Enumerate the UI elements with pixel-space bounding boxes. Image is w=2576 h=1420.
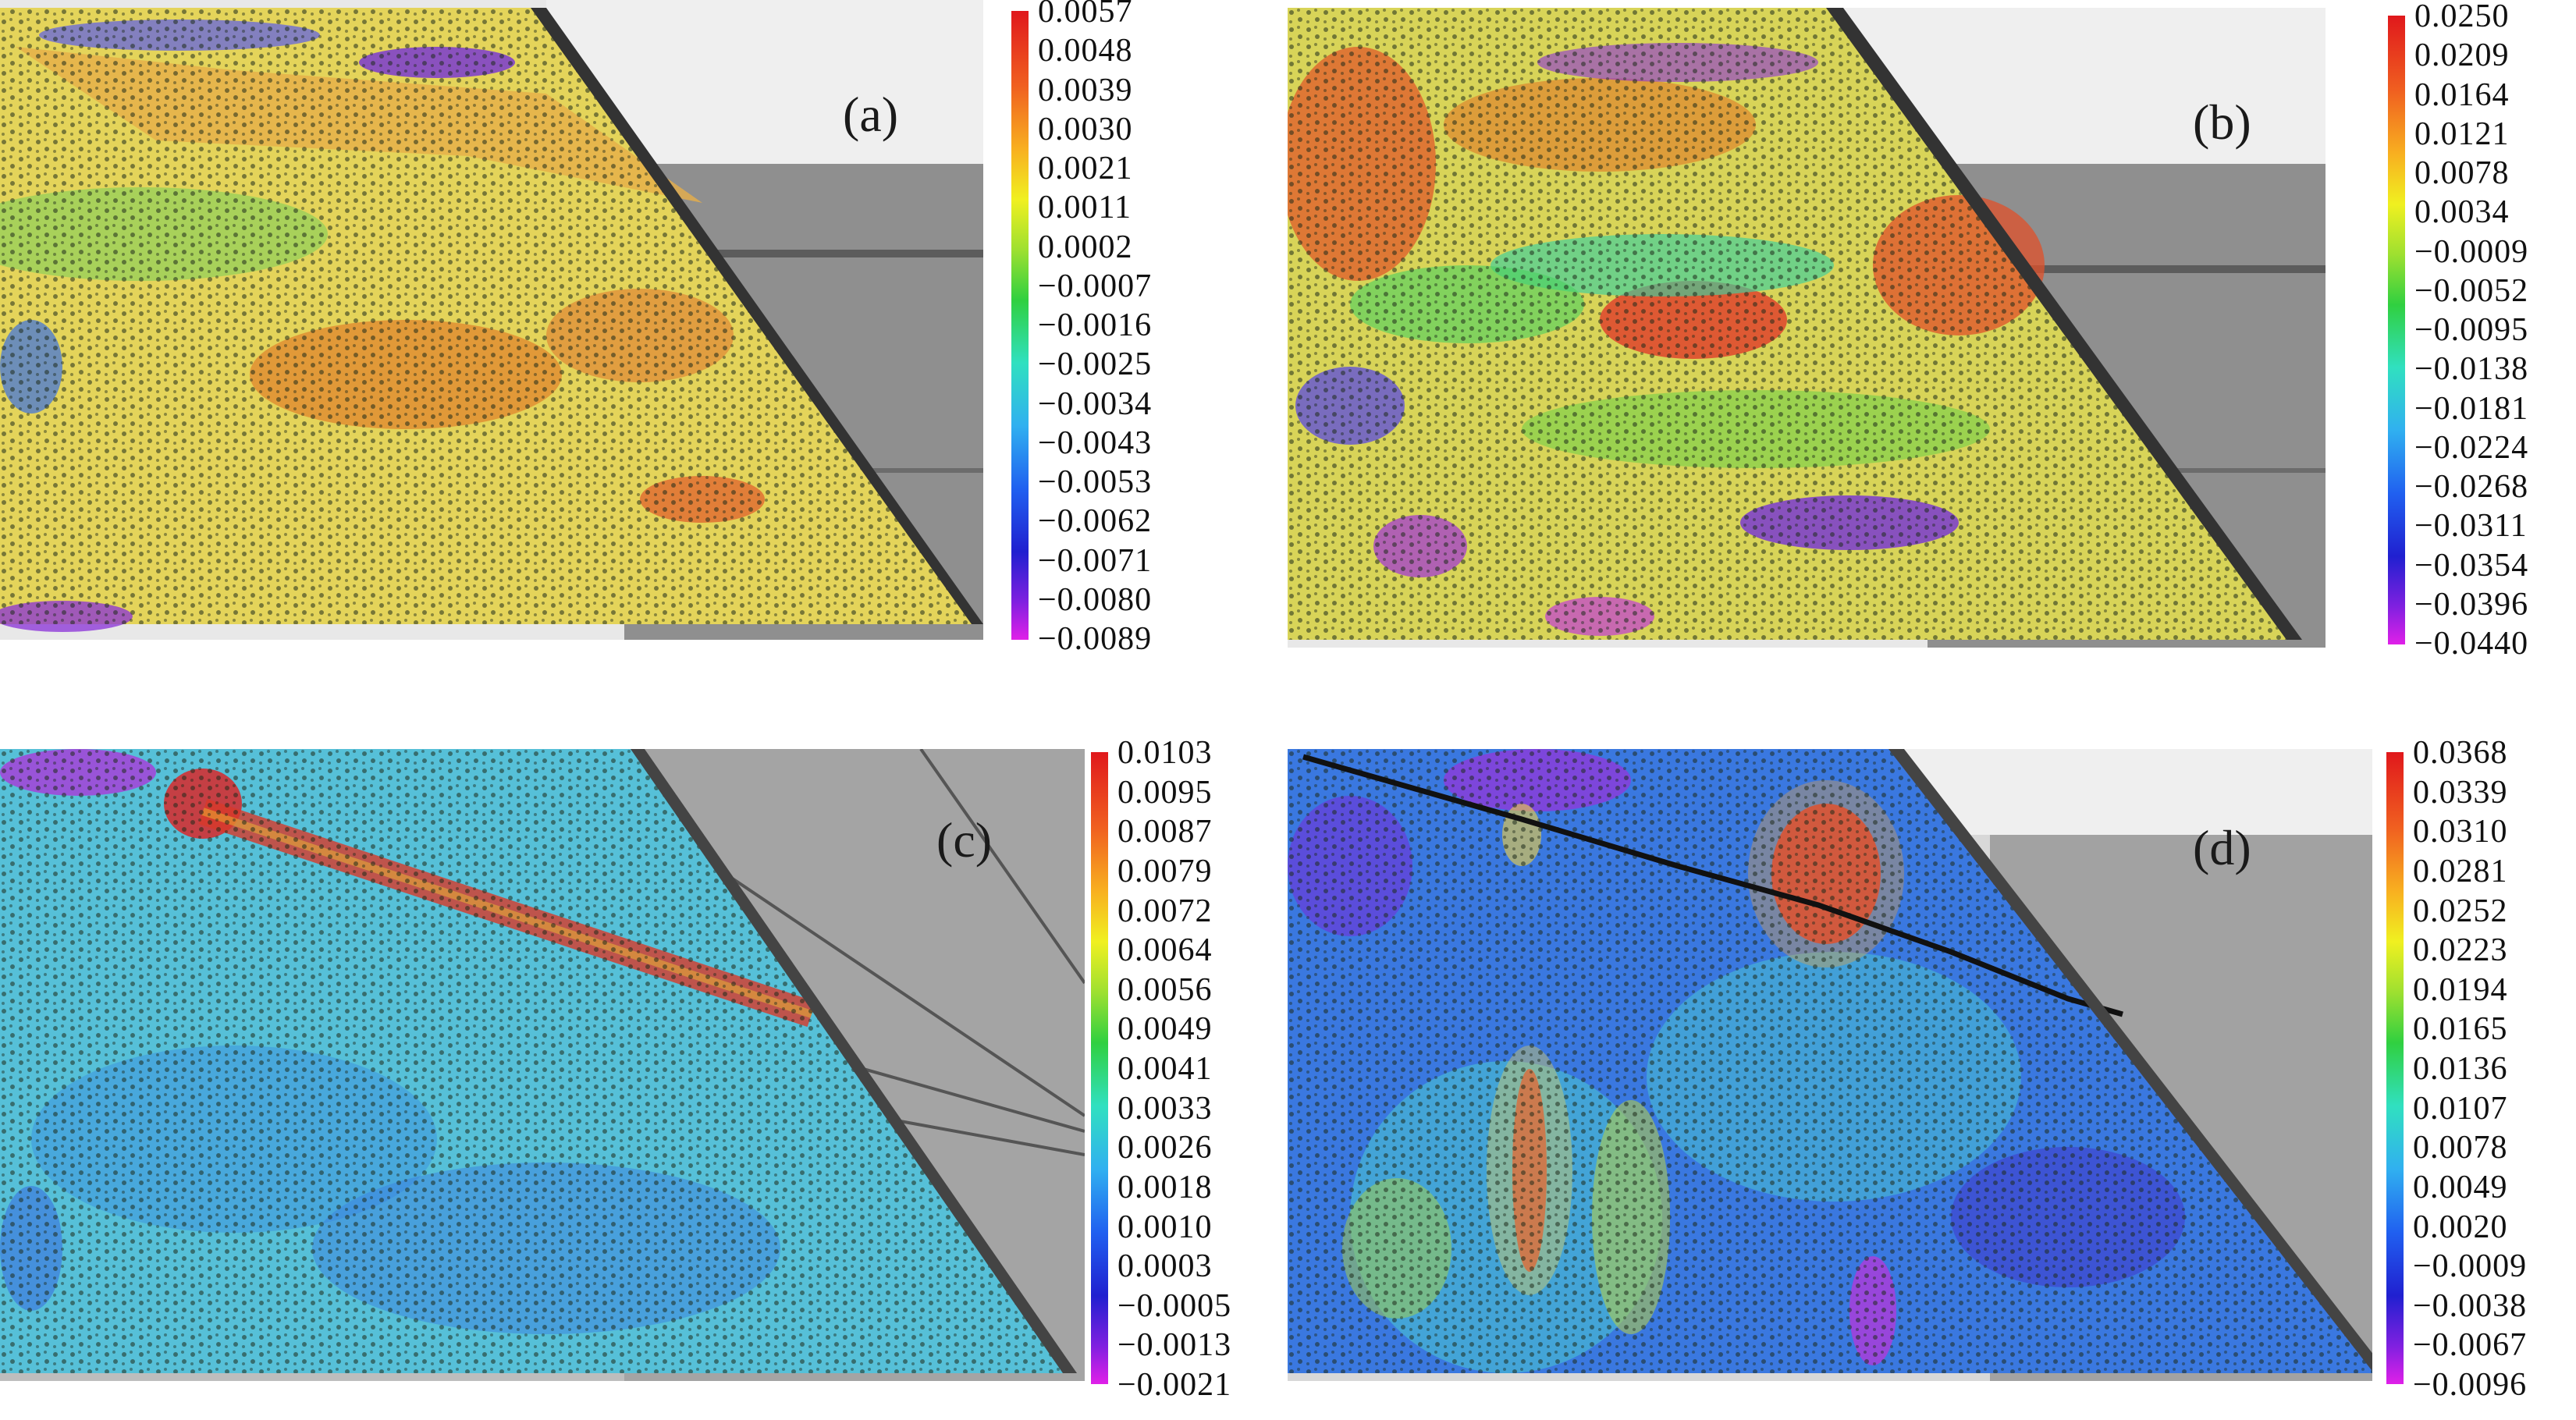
colorbar-tick: 0.0095 xyxy=(1117,774,1213,811)
colorbar-tick: 0.0026 xyxy=(1117,1130,1213,1166)
colorbar-tick: 0.0103 xyxy=(1117,735,1213,771)
colorbar-tick: −0.0052 xyxy=(2414,272,2529,309)
colorbar-tick: 0.0020 xyxy=(2413,1209,2508,1245)
colorbar-tick: 0.0368 xyxy=(2413,735,2508,771)
colorbar-tick: −0.0396 xyxy=(2414,586,2529,623)
colorbar-tick: −0.0062 xyxy=(1038,503,1153,540)
panel-c: (c) 0.0103 0.0095 0.0087 0.0079 0.0072 0… xyxy=(0,737,1280,1420)
colorbar-tick: −0.0009 xyxy=(2414,233,2529,270)
colorbar-tick: 0.0048 xyxy=(1038,33,1133,69)
strain-field-image-b xyxy=(1288,8,2326,648)
colorbar-tick: 0.0164 xyxy=(2414,76,2510,113)
colorbar-tick: 0.0030 xyxy=(1038,111,1133,147)
colorbar-tick: −0.0005 xyxy=(1117,1287,1232,1324)
colorbar-tick: −0.0016 xyxy=(1038,307,1153,343)
colorbar-tick: −0.0080 xyxy=(1038,581,1153,618)
colorbar-ticks-c: 0.0103 0.0095 0.0087 0.0079 0.0072 0.006… xyxy=(1117,737,1231,1401)
colorbar-tick: −0.0067 xyxy=(2413,1327,2528,1364)
colorbar-tick: 0.0339 xyxy=(2413,774,2508,811)
colorbar-tick: 0.0039 xyxy=(1038,72,1133,108)
colorbar-tick: 0.0079 xyxy=(1117,853,1213,889)
colorbar-b xyxy=(2388,16,2405,644)
colorbar-tick: 0.0252 xyxy=(2413,893,2508,929)
colorbar-tick: 0.0165 xyxy=(2413,1011,2508,1048)
colorbar-tick: 0.0250 xyxy=(2414,0,2510,34)
colorbar-tick: 0.0087 xyxy=(1117,814,1213,850)
colorbar-ticks-d: 0.0368 0.0339 0.0310 0.0281 0.0252 0.022… xyxy=(2413,737,2527,1401)
colorbar-tick: 0.0049 xyxy=(1117,1011,1213,1048)
colorbar-tick: −0.0089 xyxy=(1038,621,1153,657)
colorbar-tick: 0.0064 xyxy=(1117,932,1213,969)
colorbar-tick: 0.0034 xyxy=(2414,194,2510,231)
colorbar-tick: 0.0136 xyxy=(2413,1051,2508,1087)
panel-label-b: (b) xyxy=(2193,94,2251,150)
colorbar-tick: −0.0007 xyxy=(1038,268,1153,304)
colorbar-tick: −0.0038 xyxy=(2413,1287,2528,1324)
colorbar-tick: −0.0013 xyxy=(1117,1327,1232,1364)
colorbar-tick: −0.0440 xyxy=(2414,626,2529,662)
colorbar-tick: 0.0310 xyxy=(2413,814,2508,850)
colorbar-ticks-b: 0.0250 0.0209 0.0164 0.0121 0.0078 0.003… xyxy=(2414,0,2528,660)
colorbar-tick: 0.0056 xyxy=(1117,971,1213,1008)
colorbar-tick: −0.0053 xyxy=(1038,464,1153,500)
colorbar-tick: 0.0010 xyxy=(1117,1209,1213,1245)
strain-field-image-a xyxy=(0,0,983,640)
colorbar-tick: −0.0354 xyxy=(2414,547,2529,584)
colorbar-a xyxy=(1011,11,1029,640)
colorbar-tick: 0.0049 xyxy=(2413,1169,2508,1205)
colorbar-tick: −0.0224 xyxy=(2414,429,2529,466)
panel-a: (a) 0.0057 0.0048 0.0039 0.0030 0.0021 0… xyxy=(0,0,1280,671)
colorbar-tick: 0.0078 xyxy=(2414,155,2510,191)
colorbar-c xyxy=(1091,752,1108,1384)
colorbar-tick: 0.0011 xyxy=(1038,190,1132,226)
colorbar-tick: 0.0194 xyxy=(2413,971,2508,1008)
colorbar-tick: 0.0209 xyxy=(2414,37,2510,74)
colorbar-ticks-a: 0.0057 0.0048 0.0039 0.0030 0.0021 0.001… xyxy=(1038,0,1152,655)
colorbar-tick: −0.0096 xyxy=(2413,1367,2528,1403)
panel-label-c: (c) xyxy=(936,812,993,868)
colorbar-tick: −0.0025 xyxy=(1038,346,1153,383)
colorbar-tick: −0.0043 xyxy=(1038,424,1153,461)
panel-b: (b) 0.0250 0.0209 0.0164 0.0121 0.0078 0… xyxy=(1288,0,2576,671)
panel-d: (d) 0.0368 0.0339 0.0310 0.0281 0.0252 0… xyxy=(1288,737,2576,1420)
colorbar-tick: 0.0078 xyxy=(2413,1130,2508,1166)
colorbar-tick: −0.0311 xyxy=(2414,508,2528,545)
colorbar-tick: −0.0071 xyxy=(1038,542,1153,579)
colorbar-tick: 0.0281 xyxy=(2413,853,2508,889)
panel-label-d: (d) xyxy=(2193,820,2251,875)
colorbar-tick: −0.0021 xyxy=(1117,1367,1232,1403)
colorbar-tick: 0.0107 xyxy=(2413,1090,2508,1127)
colorbar-tick: 0.0121 xyxy=(2414,115,2510,152)
colorbar-tick: 0.0021 xyxy=(1038,151,1133,186)
colorbar-tick: −0.0268 xyxy=(2414,469,2529,505)
colorbar-tick: −0.0034 xyxy=(1038,385,1153,422)
colorbar-tick: 0.0018 xyxy=(1117,1169,1213,1205)
colorbar-tick: −0.0095 xyxy=(2414,312,2529,348)
colorbar-tick: 0.0003 xyxy=(1117,1248,1213,1285)
colorbar-tick: 0.0033 xyxy=(1117,1090,1213,1127)
colorbar-tick: 0.0057 xyxy=(1038,0,1133,30)
colorbar-d xyxy=(2386,752,2404,1384)
colorbar-tick: 0.0223 xyxy=(2413,932,2508,969)
panel-label-a: (a) xyxy=(843,87,899,142)
colorbar-tick: −0.0181 xyxy=(2414,390,2529,427)
colorbar-tick: 0.0002 xyxy=(1038,229,1133,265)
colorbar-tick: 0.0041 xyxy=(1117,1051,1213,1087)
strain-field-image-c xyxy=(0,749,1085,1381)
colorbar-tick: −0.0138 xyxy=(2414,351,2529,388)
colorbar-tick: −0.0009 xyxy=(2413,1248,2528,1285)
colorbar-tick: 0.0072 xyxy=(1117,893,1213,929)
strain-field-image-d xyxy=(1288,749,2372,1381)
